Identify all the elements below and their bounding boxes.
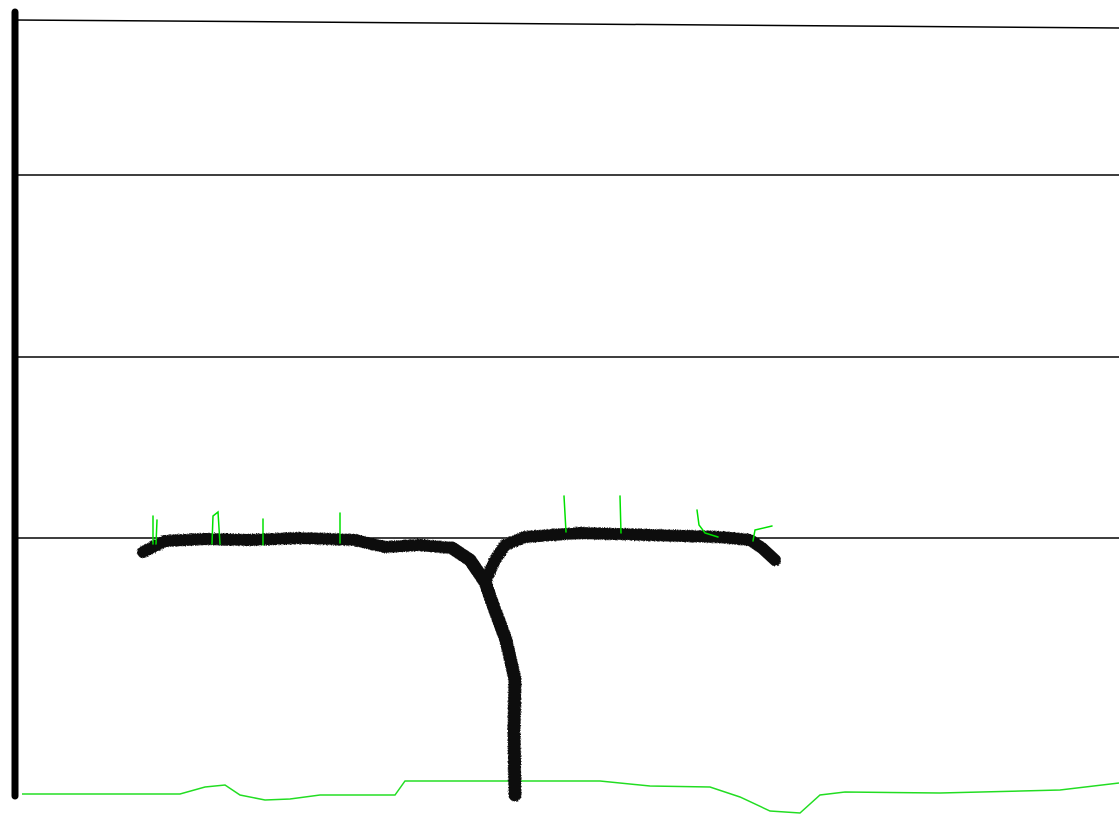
shoot-6	[619, 495, 622, 534]
shoot-5	[563, 495, 567, 533]
vine-trunk	[445, 541, 522, 802]
shoot-8	[752, 525, 773, 542]
vine	[137, 527, 781, 802]
vine-right-cordon	[479, 527, 781, 588]
trellis-wire-top	[14, 19, 1119, 29]
shoots	[152, 495, 773, 546]
shoot-1	[152, 515, 158, 545]
shoot-7	[696, 509, 719, 538]
ground-line	[22, 780, 1119, 814]
shoot-2	[211, 510, 221, 545]
vine-left-cordon	[137, 532, 458, 558]
